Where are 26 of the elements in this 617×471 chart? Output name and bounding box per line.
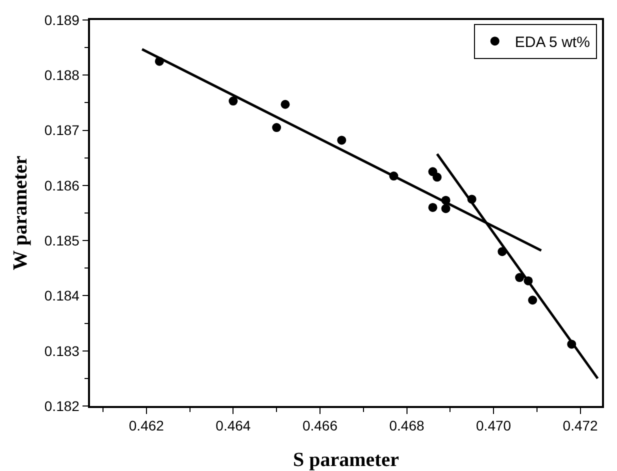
x-tick-label: 0.464 xyxy=(216,418,251,434)
point xyxy=(272,123,282,132)
y-tick-label: 0.183 xyxy=(44,342,80,359)
y-tick-label: 0.186 xyxy=(44,177,80,194)
point xyxy=(228,96,238,106)
y-tick-label: 0.185 xyxy=(44,232,80,248)
x-tick-label: 0.468 xyxy=(389,418,424,434)
x-axis-title: S parameter xyxy=(292,449,400,471)
y-tick-label: 0.187 xyxy=(44,122,80,138)
point xyxy=(432,172,442,182)
point xyxy=(441,204,450,214)
point xyxy=(515,273,524,282)
y-tick-label: 0.182 xyxy=(44,398,80,414)
point xyxy=(528,296,538,305)
y-tick-label: 0.184 xyxy=(44,288,80,304)
x-tick-label: 0.466 xyxy=(302,418,338,434)
y-tick-label: 0.189 xyxy=(44,12,80,28)
x-tick-label: 0.472 xyxy=(562,418,598,434)
point xyxy=(337,136,346,145)
point xyxy=(280,100,290,109)
legend-label: EDA 5 wt% xyxy=(514,34,590,51)
y-axis-title: W parameter xyxy=(9,156,32,270)
x-tick-label: 0.462 xyxy=(128,418,164,434)
point xyxy=(428,202,438,212)
y-tick-label: 0.188 xyxy=(44,67,80,84)
x-tick-label: 0.470 xyxy=(476,418,512,434)
